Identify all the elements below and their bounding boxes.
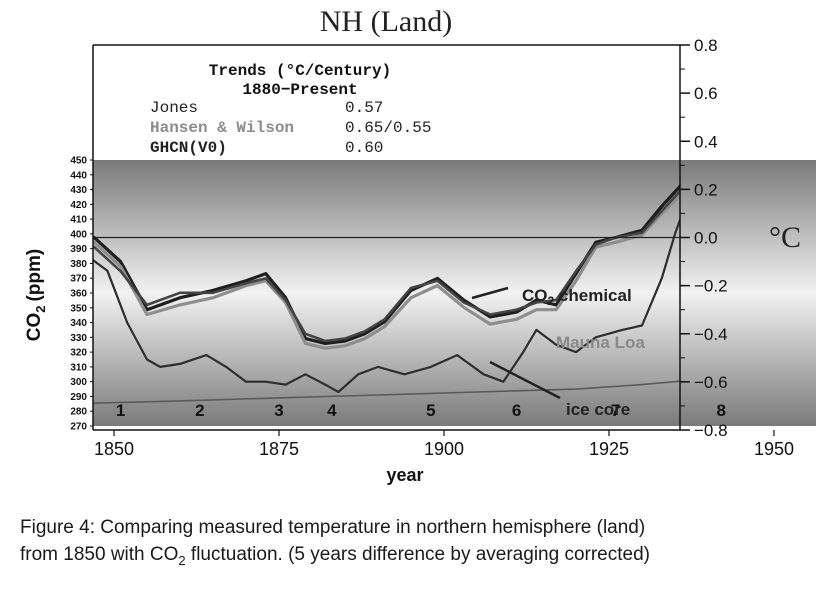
annotation-co2-chemical: CO2 chemical (522, 286, 632, 308)
series-line-jones (93, 183, 680, 345)
trend-row-jones-value: 0.57 (345, 99, 383, 117)
series-line-hansen-wilson (93, 193, 680, 350)
y-right-tick-label: −0.6 (694, 373, 728, 392)
y-left-tick-label: 430 (70, 185, 87, 196)
trend-row-ghcn-name: GHCN(V0) (150, 139, 227, 157)
y-right-tick-label: 0.8 (694, 36, 718, 55)
trend-row-ghcn-value: 0.60 (345, 139, 383, 157)
trend-row-jones-name: Jones (150, 99, 198, 117)
y-right-tick-label: 0.0 (694, 229, 718, 248)
y-right-tick-label: 0.4 (694, 132, 718, 151)
trends-heading: Trends (°C/Century) (209, 62, 391, 80)
caption-line-2-sub: 2 (178, 552, 186, 568)
event-marker-7: 7 (611, 401, 620, 420)
y-left-axis-title: CO2(ppm) (24, 249, 48, 342)
event-marker-6: 6 (512, 401, 521, 420)
y-right-tick-label: 0.6 (694, 84, 718, 103)
y-right-tick-label: 0.2 (694, 180, 718, 199)
series-line-ice-core (93, 380, 680, 404)
series-line-ghcn-v0 (93, 189, 680, 343)
y-left-tick-label: 380 (70, 259, 87, 270)
caption-line-1: Figure 4: Comparing measured temperature… (20, 517, 646, 538)
y-left-tick-label: 320 (70, 348, 87, 359)
x-tick-label: 1900 (424, 439, 464, 459)
trend-row-hansen-name: Hansen & Wilson (150, 119, 294, 137)
event-marker-8: 8 (716, 401, 725, 420)
annotation-co2-chemical-pointer (471, 286, 509, 300)
figure-caption: Figure 4: Comparing measured temperature… (20, 514, 810, 574)
y-left-tick-label: 410 (70, 215, 87, 226)
y-left-tick-label: 290 (70, 392, 87, 403)
y-left-tick-label: 300 (70, 377, 87, 388)
trends-period: 1880−Present (242, 81, 357, 99)
y-left-tick-label: 450 (70, 156, 87, 167)
trend-row-hansen-value: 0.65/0.55 (345, 119, 431, 137)
x-tick-label: 1850 (94, 439, 134, 459)
y-left-tick-label: 440 (70, 170, 87, 181)
y-right-tick-label: −0.2 (694, 277, 728, 296)
x-tick-label: 1875 (259, 439, 299, 459)
y-left-tick-label: 340 (70, 318, 87, 329)
event-marker-2: 2 (195, 401, 204, 420)
caption-line-2: from 1850 with CO2 fluctuation. (5 years… (20, 541, 810, 574)
y-left-tick-label: 370 (70, 274, 87, 285)
chart: 270 280 290 300 310 320 330 340 350 360 370 380 390 4… (24, 5, 816, 485)
y-left-tick-label: 350 (70, 303, 87, 314)
caption-line-2-post: fluctuation. (5 years difference by aver… (185, 544, 650, 565)
y-right-axis-title: °C (769, 221, 801, 254)
y-right-tick-label: −0.4 (694, 325, 728, 344)
y-left-tick-label: 420 (70, 200, 87, 211)
chart-title: NH (Land) (320, 5, 452, 38)
event-marker-1: 1 (116, 401, 125, 420)
caption-line-2-pre: from 1850 with CO (20, 544, 179, 565)
annotation-ice-core: ice core (566, 400, 630, 419)
y-left-tick-label: 270 (70, 422, 87, 433)
annotation-ice-core-pointer (489, 360, 561, 400)
y-left-tick-label: 360 (70, 289, 87, 300)
y-left-tick-label: 400 (70, 229, 87, 240)
y-left-tick-label: 280 (70, 407, 87, 418)
y-right-tick-label: −0.8 (694, 421, 728, 440)
trends-box: Trends (°C/Century) 1880−Present Jones 0… (150, 62, 431, 157)
series-line-co2-chemical (93, 216, 680, 394)
event-marker-5: 5 (426, 401, 435, 420)
y-left-tick-label: 330 (70, 333, 87, 344)
event-marker-3: 3 (274, 401, 283, 420)
y-left-tick-label: 310 (70, 362, 87, 373)
x-axis-title: year (386, 465, 423, 485)
annotation-mauna-loa: Mauna Loa (556, 333, 645, 352)
x-tick-label: 1925 (589, 439, 629, 459)
y-left-tick-label: 390 (70, 244, 87, 255)
event-marker-4: 4 (327, 401, 337, 420)
x-tick-label: 1950 (754, 439, 794, 459)
